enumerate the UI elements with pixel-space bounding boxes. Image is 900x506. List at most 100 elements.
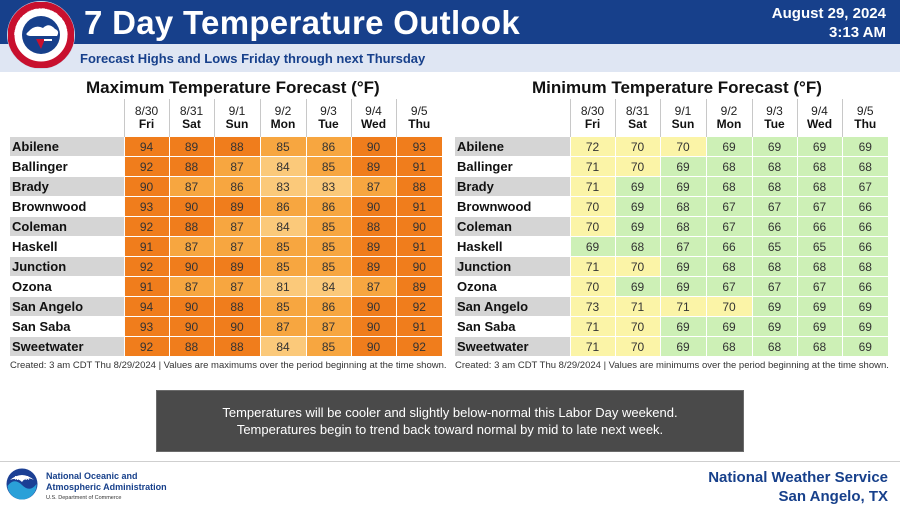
min-temp-value-cell: 68 — [796, 176, 842, 197]
min-temp-value-cell: 69 — [751, 296, 797, 317]
day-header: Wed — [350, 118, 396, 137]
max-temp-value-cell: 87 — [168, 236, 214, 257]
issue-time: 3:13 AM — [829, 24, 886, 41]
city-name: San Angelo — [10, 296, 124, 317]
noaa-line-2: Atmospheric Administration — [46, 482, 167, 492]
max-temp-value-cell: 85 — [259, 236, 306, 257]
min-temp-value-cell: 73 — [569, 296, 615, 317]
max-temp-value-cell: 88 — [213, 136, 260, 157]
min-temp-value-cell: 66 — [796, 216, 842, 237]
day-header: Mon — [705, 118, 752, 137]
day-header: Sat — [614, 118, 660, 137]
max-temp-value-cell: 90 — [350, 196, 396, 217]
city-name: Junction — [455, 256, 570, 277]
max-temp-row: Brady 90 87 86 83 83 87 88 — [10, 176, 442, 197]
max-temp-value-cell: 91 — [395, 316, 442, 337]
city-name: Abilene — [10, 136, 124, 157]
min-temp-panel: Minimum Temperature Forecast (°F) 8/30 8/… — [455, 78, 892, 378]
min-temp-value-cell: 70 — [614, 136, 660, 157]
max-temp-value-cell: 84 — [259, 156, 306, 177]
max-table-footnote: Created: 3 am CDT Thu 8/29/2024 | Values… — [10, 360, 447, 371]
min-temp-table: 8/30 8/31 9/1 9/2 9/3 9/4 9/5 Fri Sat Sun Mon Tue W… — [455, 99, 888, 356]
max-temp-row: Sweetwater 92 88 88 84 85 90 92 — [10, 336, 442, 356]
max-temp-value-cell: 88 — [395, 176, 442, 197]
city-name: San Angelo — [455, 296, 570, 317]
min-temp-value-cell: 65 — [796, 236, 842, 257]
city-name: Abilene — [455, 136, 570, 157]
page-subtitle: Forecast Highs and Lows Friday through n… — [80, 51, 426, 66]
min-temp-value-cell: 70 — [614, 336, 660, 356]
city-name: Brownwood — [10, 196, 124, 217]
max-temp-value-cell: 88 — [213, 336, 260, 356]
max-temp-value-cell: 92 — [123, 156, 169, 177]
min-temp-value-cell: 68 — [659, 216, 706, 237]
min-temp-value-cell: 69 — [614, 196, 660, 217]
date-header: 9/2 — [705, 99, 752, 118]
subtitle-bar — [0, 44, 900, 72]
min-temp-value-cell: 65 — [751, 236, 797, 257]
min-temp-row: San Saba 71 70 69 69 69 69 69 — [455, 316, 888, 337]
min-temp-value-cell: 71 — [569, 156, 615, 177]
max-temp-value-cell: 81 — [259, 276, 306, 297]
min-temp-value-cell: 69 — [841, 336, 888, 356]
noaa-line-1: National Oceanic and — [46, 471, 138, 481]
min-temp-value-cell: 68 — [659, 196, 706, 217]
max-temp-value-cell: 91 — [395, 156, 442, 177]
min-temp-value-cell: 68 — [705, 156, 752, 177]
max-temp-value-cell: 92 — [395, 296, 442, 317]
max-temp-row: Coleman 92 88 87 84 85 88 90 — [10, 216, 442, 237]
city-name: Ozona — [455, 276, 570, 297]
date-header: 9/5 — [395, 99, 442, 118]
min-temp-row: Brady 71 69 69 68 68 68 67 — [455, 176, 888, 197]
max-temp-value-cell: 92 — [123, 256, 169, 277]
max-temp-value-cell: 85 — [305, 336, 351, 356]
day-header: Fri — [569, 118, 615, 137]
min-temp-value-cell: 68 — [796, 256, 842, 277]
max-temp-value-cell: 89 — [168, 136, 214, 157]
min-temp-value-cell: 68 — [841, 256, 888, 277]
date-header: 9/4 — [350, 99, 396, 118]
min-temp-value-cell: 69 — [569, 236, 615, 257]
min-temp-value-cell: 71 — [569, 176, 615, 197]
min-temp-value-cell: 71 — [659, 296, 706, 317]
max-temp-value-cell: 87 — [350, 276, 396, 297]
min-temp-value-cell: 70 — [659, 136, 706, 157]
max-temp-value-cell: 90 — [395, 216, 442, 237]
min-temp-value-cell: 67 — [705, 196, 752, 217]
min-temp-row: Sweetwater 71 70 69 68 68 68 69 — [455, 336, 888, 356]
day-header: Wed — [796, 118, 842, 137]
min-temp-value-cell: 69 — [614, 276, 660, 297]
max-temp-value-cell: 89 — [395, 276, 442, 297]
max-temp-value-cell: 90 — [350, 316, 396, 337]
min-temp-row: Junction 71 70 69 68 68 68 68 — [455, 256, 888, 277]
min-temp-value-cell: 67 — [841, 176, 888, 197]
max-temp-value-cell: 90 — [168, 196, 214, 217]
min-temp-value-cell: 69 — [659, 336, 706, 356]
min-temp-value-cell: 70 — [614, 156, 660, 177]
max-temp-value-cell: 90 — [350, 296, 396, 317]
max-temp-value-cell: 86 — [305, 296, 351, 317]
message-line-1: Temperatures will be cooler and slightly… — [222, 405, 678, 420]
nws-logo: NATIONAL WEATHER SERVICE — [6, 0, 75, 69]
city-name: Coleman — [10, 216, 124, 237]
min-temp-value-cell: 68 — [614, 236, 660, 257]
day-header: Tue — [305, 118, 351, 137]
max-temp-value-cell: 92 — [123, 336, 169, 356]
max-temp-value-cell: 91 — [395, 196, 442, 217]
max-temp-value-cell: 87 — [168, 276, 214, 297]
date-header: 8/31 — [168, 99, 214, 118]
max-temp-value-cell: 90 — [395, 256, 442, 277]
max-temp-row: Junction 92 90 89 85 85 89 90 — [10, 256, 442, 277]
nws-office: National Weather Service San Angelo, TX — [708, 468, 888, 506]
max-temp-value-cell: 94 — [123, 136, 169, 157]
max-temp-value-cell: 91 — [123, 236, 169, 257]
min-temp-value-cell: 72 — [569, 136, 615, 157]
min-temp-value-cell: 70 — [705, 296, 752, 317]
min-temp-value-cell: 67 — [751, 196, 797, 217]
city-name: Brady — [455, 176, 570, 197]
max-temp-value-cell: 86 — [259, 196, 306, 217]
city-name: Sweetwater — [10, 336, 124, 356]
min-temp-row: Ozona 70 69 69 67 67 67 66 — [455, 276, 888, 297]
max-temp-row: Brownwood 93 90 89 86 86 90 91 — [10, 196, 442, 217]
day-header: Sat — [168, 118, 214, 137]
